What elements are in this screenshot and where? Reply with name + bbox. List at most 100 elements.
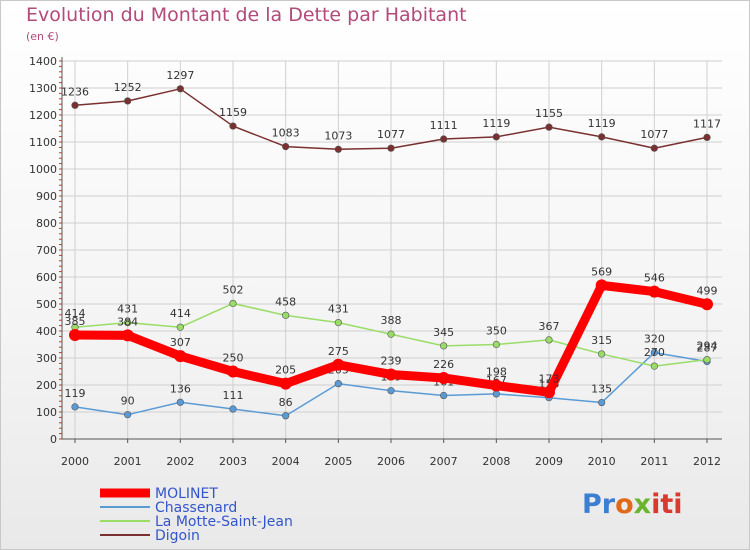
data-point-digoin [598, 133, 606, 141]
data-label-chassenard: 136 [170, 382, 191, 395]
data-label-digoin: 1077 [640, 128, 668, 141]
data-label-digoin: 1297 [166, 69, 194, 82]
data-point-digoin [124, 97, 132, 105]
y-tick-label: 100 [36, 406, 57, 419]
data-point-chassenard [598, 398, 606, 407]
data-point-digoin [650, 144, 658, 152]
data-label-la-motte-saint-jean: 431 [328, 303, 349, 316]
data-point-digoin [387, 144, 395, 152]
data-label-la-motte-saint-jean: 458 [275, 295, 296, 308]
data-label-digoin: 1119 [482, 117, 510, 130]
data-label-digoin: 1083 [272, 127, 300, 140]
proxiti-logo: Proxiti [582, 489, 683, 520]
y-tick-label: 1100 [29, 136, 57, 149]
y-tick-label: 900 [36, 190, 57, 203]
data-label-molinet: 275 [328, 345, 349, 358]
data-point-chassenard [282, 412, 290, 420]
data-label-chassenard: 135 [591, 383, 612, 396]
data-label-chassenard: 111 [223, 389, 244, 402]
data-point-molinet [701, 298, 713, 311]
y-tick-label: 0 [50, 433, 57, 446]
data-point-chassenard [334, 380, 342, 388]
data-point-digoin [282, 142, 290, 151]
data-label-chassenard: 119 [65, 387, 86, 400]
data-label-la-motte-saint-jean: 270 [644, 346, 665, 359]
data-label-molinet: 384 [117, 315, 138, 328]
data-label-molinet: 205 [275, 364, 296, 377]
legend-label-digoin: Digoin [155, 528, 200, 544]
y-tick-label: 300 [36, 352, 57, 365]
x-tick-label: 2003 [219, 455, 247, 468]
data-point-molinet [121, 329, 134, 342]
data-point-chassenard [387, 387, 395, 395]
data-point-la-motte-saint-jean [176, 323, 184, 331]
y-tick-label: 400 [36, 325, 57, 338]
data-label-la-motte-saint-jean: 367 [539, 320, 560, 333]
data-label-molinet: 307 [170, 336, 191, 349]
data-label-digoin: 1077 [377, 128, 405, 141]
x-tick-label: 2008 [482, 455, 510, 468]
data-point-chassenard [492, 390, 500, 398]
data-label-chassenard: 287 [697, 342, 718, 355]
data-label-digoin: 1155 [535, 107, 563, 120]
data-point-molinet [385, 368, 397, 381]
data-point-chassenard [229, 405, 237, 413]
data-label-molinet: 499 [697, 284, 718, 297]
data-point-la-motte-saint-jean [545, 336, 553, 344]
y-tick-label: 1300 [29, 82, 57, 95]
data-point-digoin [545, 123, 553, 131]
data-label-chassenard: 90 [121, 395, 135, 408]
data-point-chassenard [650, 349, 658, 357]
y-tick-label: 1200 [29, 109, 57, 122]
data-label-la-motte-saint-jean: 388 [381, 314, 402, 327]
x-tick-label: 2004 [272, 455, 300, 468]
data-label-la-motte-saint-jean: 345 [433, 326, 454, 339]
data-point-molinet [227, 365, 239, 378]
x-tick-label: 2002 [166, 455, 194, 468]
data-label-molinet: 569 [591, 265, 612, 278]
data-label-molinet: 226 [433, 358, 454, 371]
data-point-molinet [490, 379, 503, 392]
data-label-digoin: 1159 [219, 106, 247, 119]
data-label-molinet: 385 [65, 315, 86, 328]
data-point-la-motte-saint-jean [703, 356, 711, 364]
data-label-digoin: 1117 [693, 117, 721, 130]
legend-label-molinet: MOLINET [155, 486, 218, 502]
data-point-la-motte-saint-jean [282, 311, 290, 319]
data-label-molinet: 239 [381, 354, 402, 367]
data-label-molinet: 546 [644, 272, 665, 285]
data-label-digoin: 1252 [114, 81, 142, 94]
data-label-la-motte-saint-jean: 431 [117, 303, 138, 316]
data-point-digoin [334, 145, 342, 153]
data-point-digoin [492, 133, 500, 141]
data-point-chassenard [124, 411, 132, 419]
data-label-la-motte-saint-jean: 502 [223, 283, 244, 296]
data-point-molinet [595, 279, 608, 292]
x-tick-label: 2011 [640, 455, 668, 468]
legend-label-chassenard: Chassenard [155, 500, 237, 516]
data-point-molinet [332, 358, 345, 371]
data-point-chassenard [176, 398, 184, 406]
data-point-molinet [174, 350, 187, 363]
x-tick-label: 2010 [588, 455, 616, 468]
data-point-digoin [440, 135, 448, 143]
data-label-la-motte-saint-jean: 414 [170, 307, 191, 320]
y-tick-label: 1400 [29, 55, 57, 68]
data-point-chassenard [71, 403, 79, 411]
data-point-la-motte-saint-jean [440, 342, 448, 350]
x-tick-label: 2001 [114, 455, 142, 468]
data-label-la-motte-saint-jean: 350 [486, 325, 507, 338]
data-point-la-motte-saint-jean [334, 319, 342, 327]
x-tick-label: 2007 [430, 455, 458, 468]
data-point-la-motte-saint-jean [650, 362, 658, 370]
data-label-la-motte-saint-jean: 315 [591, 334, 612, 347]
x-tick-label: 2012 [693, 455, 721, 468]
data-point-chassenard [440, 391, 448, 400]
data-label-molinet: 173 [539, 372, 560, 385]
data-point-molinet [437, 371, 450, 384]
data-point-molinet [69, 329, 81, 342]
data-point-digoin [71, 101, 79, 109]
data-point-molinet [279, 377, 292, 390]
